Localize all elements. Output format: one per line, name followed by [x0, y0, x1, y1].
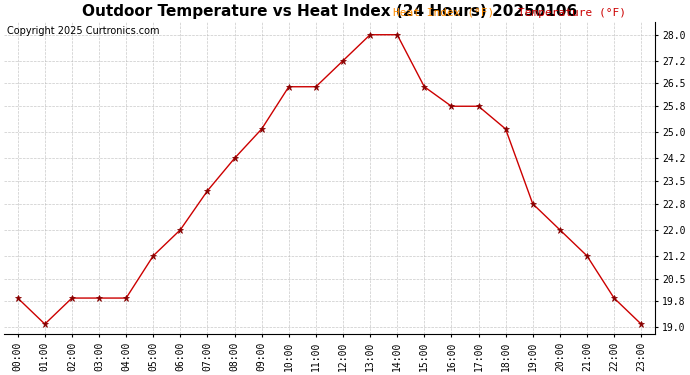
Text: Copyright 2025 Curtronics.com: Copyright 2025 Curtronics.com: [7, 26, 159, 36]
Text: Heat Index (°F): Heat Index (°F): [393, 8, 495, 18]
Text: Temperature (°F): Temperature (°F): [518, 8, 626, 18]
Title: Outdoor Temperature vs Heat Index (24 Hours) 20250106: Outdoor Temperature vs Heat Index (24 Ho…: [82, 4, 577, 19]
